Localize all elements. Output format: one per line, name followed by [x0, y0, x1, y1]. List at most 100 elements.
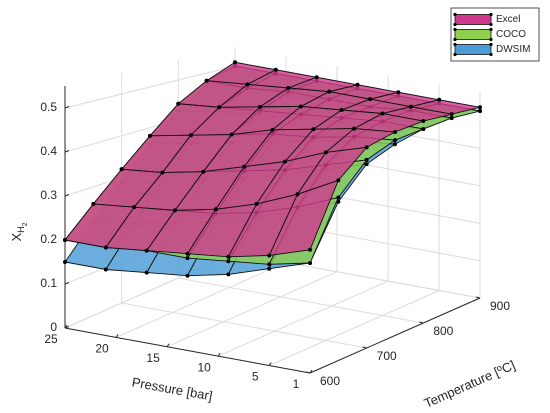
legend-swatch — [454, 29, 492, 40]
y-tick-label: 800 — [433, 324, 453, 338]
data-point — [270, 127, 275, 132]
data-point — [226, 259, 231, 264]
tick-mark — [419, 321, 424, 324]
data-point — [144, 270, 149, 275]
data-point — [449, 112, 454, 117]
data-point — [311, 127, 316, 132]
tick-mark — [64, 150, 70, 153]
z-tick-label: 0.1 — [40, 276, 57, 290]
data-point — [63, 260, 67, 264]
data-point — [327, 89, 332, 94]
y-axis-label: Temperature [ºC] — [422, 357, 518, 411]
x-tick-label: 15 — [146, 351, 160, 365]
legend-label: Excel — [496, 14, 520, 25]
grid-line — [268, 290, 440, 366]
data-point — [308, 247, 312, 252]
data-point — [396, 90, 401, 95]
data-point — [298, 104, 303, 109]
data-point — [364, 145, 369, 150]
data-point — [314, 75, 319, 80]
y-tick-label: 700 — [377, 349, 397, 363]
data-point — [478, 105, 482, 110]
legend-dot — [489, 27, 493, 32]
grid-line — [121, 302, 367, 349]
tick-mark — [64, 194, 70, 197]
data-point — [258, 104, 262, 109]
legend-dot — [453, 12, 457, 17]
data-point — [421, 119, 426, 124]
tick-mark — [362, 346, 367, 349]
surface — [63, 60, 482, 259]
data-point — [323, 150, 328, 155]
axis-line — [309, 297, 481, 374]
legend-dot — [453, 27, 457, 32]
z-tick-label: 0.5 — [40, 100, 57, 114]
data-point — [103, 245, 108, 250]
tick-mark — [64, 324, 68, 329]
data-point — [421, 126, 426, 131]
y-tick-label: 900 — [490, 299, 510, 313]
data-point — [283, 159, 287, 164]
data-point — [233, 60, 237, 65]
x-tick-label: 25 — [44, 332, 58, 346]
data-point — [185, 251, 190, 256]
data-point — [273, 67, 278, 72]
data-point — [336, 195, 341, 200]
y-tick-label: 600 — [320, 374, 340, 388]
data-point — [204, 78, 209, 83]
data-point — [91, 201, 96, 206]
data-point — [393, 142, 397, 147]
data-point — [478, 109, 482, 113]
tick-mark — [64, 106, 70, 109]
data-point — [185, 273, 190, 278]
legend-swatch — [454, 14, 492, 25]
z-axis-label: XH2 — [9, 222, 28, 241]
data-point — [295, 192, 300, 197]
data-point — [201, 169, 206, 174]
legend-dot — [453, 37, 457, 42]
grid-line — [217, 280, 389, 357]
legend-dot — [489, 42, 493, 47]
z-tick-label: 0.3 — [40, 188, 57, 202]
legend-swatch — [454, 44, 492, 55]
data-point — [63, 238, 67, 242]
x-tick-label: 5 — [252, 370, 259, 384]
tick-mark — [217, 352, 221, 357]
data-point — [188, 133, 193, 138]
data-point — [213, 207, 218, 212]
data-point — [217, 105, 222, 110]
data-point — [103, 267, 108, 272]
data-point — [380, 111, 385, 116]
x-axis-label: Pressure [bar] — [131, 374, 214, 403]
data-point — [393, 130, 397, 134]
grid-line — [178, 277, 424, 324]
data-point — [336, 178, 341, 183]
data-point — [368, 97, 372, 102]
data-point — [254, 201, 259, 206]
z-label: XH2 — [9, 222, 28, 241]
data-point — [173, 208, 177, 213]
x-tick-label: 20 — [95, 342, 109, 356]
z-label-subsub: 2 — [22, 222, 29, 226]
legend-dot — [453, 22, 457, 27]
data-point — [148, 133, 152, 138]
data-point — [267, 262, 272, 267]
data-point — [245, 82, 250, 87]
tick-mark — [115, 334, 119, 338]
legend-dot — [453, 52, 457, 57]
grid-line — [64, 65, 236, 109]
data-point — [449, 116, 454, 120]
legend-dot — [489, 37, 493, 42]
data-point — [176, 101, 181, 106]
tick-mark — [268, 362, 272, 366]
data-point — [339, 108, 344, 112]
x-tick-label: 1 — [293, 377, 300, 391]
data-point — [352, 126, 357, 131]
legend-dot — [489, 12, 493, 17]
data-point — [132, 205, 137, 210]
data-point — [267, 266, 272, 271]
tick-mark — [64, 282, 70, 285]
z-tick-label: 0.2 — [40, 232, 57, 246]
z-label-base: X — [9, 233, 24, 242]
